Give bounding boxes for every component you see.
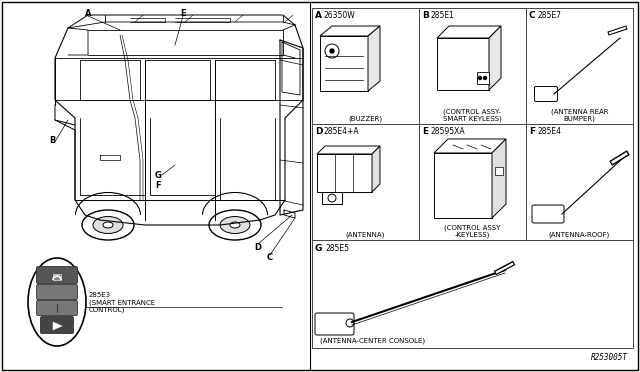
Polygon shape [434, 139, 506, 153]
Bar [437, 38, 489, 90]
Circle shape [483, 77, 486, 80]
Bar [322, 192, 342, 204]
Bar [419, 8, 526, 124]
Text: R253005T: R253005T [591, 353, 628, 362]
Text: F: F [529, 127, 535, 136]
Ellipse shape [28, 258, 86, 346]
Text: E: E [422, 127, 428, 136]
Ellipse shape [220, 217, 250, 234]
Ellipse shape [82, 210, 134, 240]
Text: C: C [267, 253, 273, 263]
Bar [477, 72, 489, 84]
Text: 285E4+A: 285E4+A [324, 127, 360, 136]
Text: (ANTENNA): (ANTENNA) [346, 231, 385, 238]
Text: B: B [422, 11, 429, 20]
Bar [312, 240, 633, 348]
Bar [53, 274, 61, 280]
Circle shape [479, 77, 481, 80]
Polygon shape [368, 26, 380, 91]
Text: 285E5: 285E5 [326, 244, 350, 253]
Polygon shape [320, 26, 380, 36]
FancyBboxPatch shape [36, 285, 77, 299]
Text: (ANTENNA REAR
BUMPER): (ANTENNA REAR BUMPER) [551, 108, 608, 122]
Ellipse shape [230, 222, 240, 228]
Polygon shape [53, 322, 62, 330]
Ellipse shape [93, 217, 123, 234]
Polygon shape [317, 146, 380, 154]
Bar [434, 153, 492, 218]
Text: (CONTROL ASSY
-KEYLESS): (CONTROL ASSY -KEYLESS) [444, 224, 500, 238]
Text: G: G [155, 170, 161, 180]
Text: G: G [315, 244, 323, 253]
Ellipse shape [209, 210, 261, 240]
Bar [526, 8, 633, 124]
Text: 285E4: 285E4 [538, 127, 562, 136]
Text: (BUZZER): (BUZZER) [348, 115, 383, 122]
Polygon shape [492, 139, 506, 218]
Text: A: A [315, 11, 322, 20]
Bar [526, 124, 633, 240]
FancyBboxPatch shape [36, 266, 77, 283]
Text: C: C [529, 11, 536, 20]
FancyBboxPatch shape [534, 87, 557, 102]
Bar [320, 36, 368, 91]
Bar [317, 154, 372, 192]
Bar [419, 124, 526, 240]
Text: 285E3
(SMART ENTRANCE
CONTROL): 285E3 (SMART ENTRANCE CONTROL) [89, 292, 155, 313]
Text: D: D [255, 243, 262, 251]
Text: 28595XA: 28595XA [431, 127, 466, 136]
Polygon shape [437, 26, 501, 38]
Text: E: E [180, 9, 186, 17]
Text: (ANTENNA-CENTER CONSOLE): (ANTENNA-CENTER CONSOLE) [320, 337, 425, 344]
Text: 285E7: 285E7 [538, 11, 562, 20]
Text: D: D [315, 127, 323, 136]
Polygon shape [489, 26, 501, 90]
Bar [312, 8, 419, 124]
FancyBboxPatch shape [40, 317, 74, 334]
FancyBboxPatch shape [532, 205, 564, 223]
Ellipse shape [103, 222, 113, 228]
Text: 26350W: 26350W [324, 11, 356, 20]
Polygon shape [372, 146, 380, 192]
Text: (ANTENNA-ROOF): (ANTENNA-ROOF) [549, 231, 610, 238]
Text: (CONTROL ASSY-
SMART KEYLESS): (CONTROL ASSY- SMART KEYLESS) [443, 108, 502, 122]
Text: F: F [155, 180, 161, 189]
Bar [495, 167, 503, 175]
FancyBboxPatch shape [315, 313, 354, 335]
Circle shape [330, 49, 334, 53]
Text: 285E1: 285E1 [431, 11, 455, 20]
Bar [312, 124, 419, 240]
Text: B: B [49, 135, 55, 144]
FancyBboxPatch shape [36, 301, 77, 315]
Text: A: A [84, 9, 92, 17]
